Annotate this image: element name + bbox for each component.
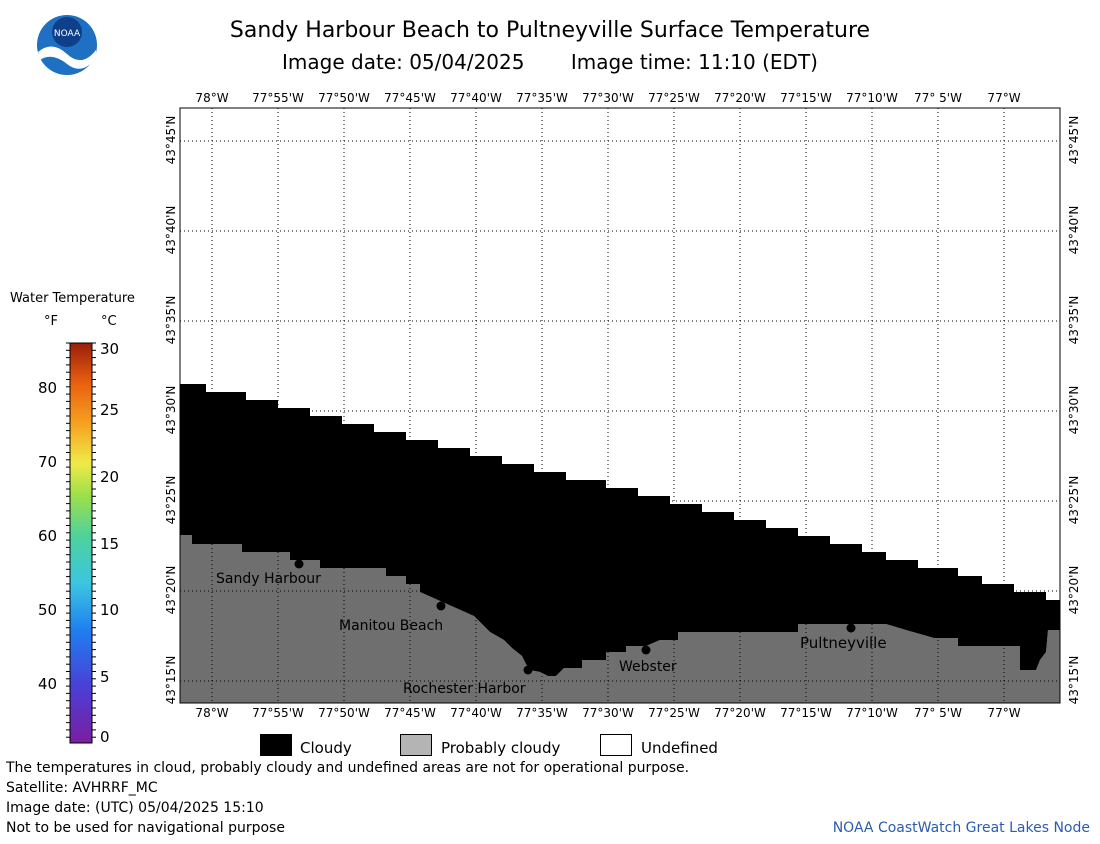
label-pultneyville: Pultneyville <box>800 634 887 652</box>
longitude-label: 77°40'W <box>450 706 502 720</box>
latitude-label: 43°25'N <box>1067 475 1081 525</box>
label-manitou-beach: Manitou Beach <box>339 618 443 634</box>
longitude-label: 78°W <box>195 706 229 720</box>
probably-cloudy-area <box>180 535 1060 703</box>
colorbar-f-tick: 40 <box>38 675 58 693</box>
footer-nav-warning: Not to be used for navigational purpose <box>6 820 285 836</box>
image-time: Image time: 11:10 (EDT) <box>570 50 818 74</box>
graticule <box>180 108 1060 703</box>
longitude-label: 78°W <box>195 91 229 105</box>
colorbar-c-tick: 30 <box>100 340 120 358</box>
latitude-label: 43°20'N <box>1067 565 1081 615</box>
latitude-label: 43°40'N <box>164 205 178 255</box>
latitude-label: 43°40'N <box>1067 205 1081 255</box>
footer-satellite: Satellite: AVHRRF_MC <box>6 780 158 796</box>
colorbar-c-tick: 0 <box>100 728 110 746</box>
longitude-label: 77°45'W <box>384 706 436 720</box>
latitude-label: 43°45'N <box>164 115 178 165</box>
longitude-label: 77°55'W <box>252 706 304 720</box>
legend-unit-f: °F <box>44 314 58 329</box>
longitude-label: 77°W <box>987 706 1021 720</box>
longitude-label: 77°30'W <box>582 91 634 105</box>
colorbar-f-tick: 70 <box>38 453 58 471</box>
longitude-label: 77°20'W <box>714 91 766 105</box>
legend-label-undefined: Undefined <box>641 739 718 757</box>
latitude-label: 43°20'N <box>164 565 178 615</box>
credit-link[interactable]: NOAA CoastWatch Great Lakes Node <box>832 820 1090 836</box>
longitude-label: 77°10'W <box>846 91 898 105</box>
image-datetime: Image date: 05/04/2025 Image time: 11:10… <box>0 50 1100 74</box>
page-title: Sandy Harbour Beach to Pultneyville Surf… <box>229 18 871 43</box>
legend-label-cloudy: Cloudy <box>300 739 352 757</box>
longitude-label: 77°20'W <box>714 706 766 720</box>
longitude-label: 77°25'W <box>648 91 700 105</box>
longitude-label: 77°35'W <box>516 91 568 105</box>
longitude-label: 77°50'W <box>318 91 370 105</box>
latitude-label: 43°25'N <box>164 475 178 525</box>
longitude-label: 77°15'W <box>780 91 832 105</box>
marker-pultneyville <box>846 623 856 633</box>
footer-note: The temperatures in cloud, probably clou… <box>6 760 690 776</box>
latitude-label: 43°15'N <box>1067 655 1081 705</box>
longitude-label: 77° 5'W <box>914 706 962 720</box>
legend-swatch-cloudy <box>260 734 292 756</box>
colorbar-c-tick: 20 <box>100 468 120 486</box>
longitude-label: 77°W <box>987 91 1021 105</box>
legend-unit-c: °C <box>101 314 117 329</box>
colorbar-f-tick: 60 <box>38 527 58 545</box>
longitude-label: 77°45'W <box>384 91 436 105</box>
marker-webster <box>641 645 651 655</box>
marker-manitou-beach <box>436 601 446 611</box>
colorbar-c-tick: 5 <box>100 668 110 686</box>
longitude-label: 77° 5'W <box>914 91 962 105</box>
noaa-logo: NOAA <box>37 15 97 75</box>
map-frame <box>179 107 1061 704</box>
longitude-label: 77°30'W <box>582 706 634 720</box>
marker-rochester-harbor <box>523 665 533 675</box>
latitude-label: 43°30'N <box>164 385 178 435</box>
latitude-label: 43°35'N <box>1067 295 1081 345</box>
colorbar-f-tick: 50 <box>38 601 58 619</box>
label-sandy-harbour: Sandy Harbour <box>216 571 321 587</box>
label-rochester-harbor: Rochester Harbor <box>403 681 526 697</box>
label-webster: Webster <box>619 659 677 675</box>
legend-label-probably-cloudy: Probably cloudy <box>441 739 561 757</box>
marker-sandy-harbour <box>294 559 304 569</box>
colorbar-f-tick: 80 <box>38 379 58 397</box>
longitude-label: 77°35'W <box>516 706 568 720</box>
legend-swatch-undefined <box>600 734 632 756</box>
latitude-label: 43°15'N <box>164 655 178 705</box>
logo-text: NOAA <box>54 29 81 39</box>
latitude-label: 43°30'N <box>1067 385 1081 435</box>
colorbar-c-tick: 10 <box>100 601 120 619</box>
temperature-colorbar <box>66 342 96 744</box>
latitude-label: 43°35'N <box>164 295 178 345</box>
longitude-label: 77°50'W <box>318 706 370 720</box>
longitude-label: 77°55'W <box>252 91 304 105</box>
longitude-label: 77°15'W <box>780 706 832 720</box>
latitude-label: 43°45'N <box>1067 115 1081 165</box>
cloudy-area <box>180 384 1060 676</box>
legend-swatch-probably-cloudy <box>400 734 432 756</box>
legend-title: Water Temperature <box>10 291 135 306</box>
colorbar-c-tick: 15 <box>100 535 120 553</box>
longitude-label: 77°10'W <box>846 706 898 720</box>
image-date: Image date: 05/04/2025 <box>282 50 525 74</box>
longitude-label: 77°25'W <box>648 706 700 720</box>
longitude-label: 77°40'W <box>450 91 502 105</box>
colorbar-c-tick: 25 <box>100 401 120 419</box>
footer-image-date: Image date: (UTC) 05/04/2025 15:10 <box>6 800 264 816</box>
